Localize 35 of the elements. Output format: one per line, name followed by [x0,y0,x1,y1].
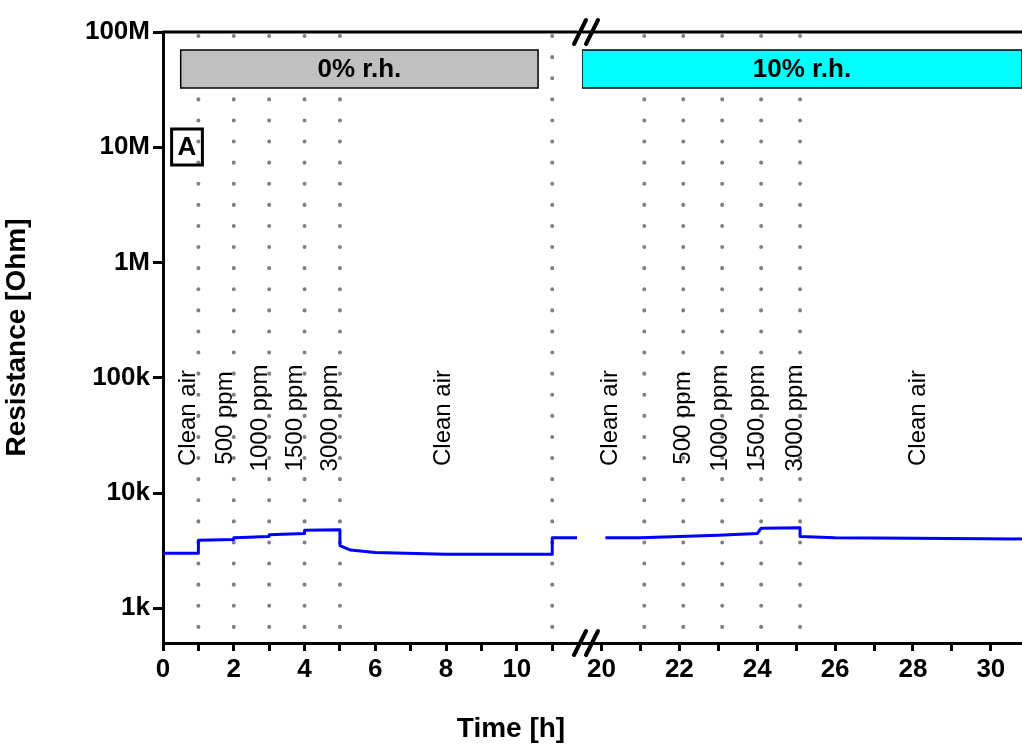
x-tick-label: 20 [587,652,616,683]
x-tick-label: 6 [368,652,383,683]
x-tick-label: 8 [438,652,454,683]
y-tick-label: 1k [121,591,151,622]
x-tick-label: 26 [820,652,850,683]
annotation: 1000 ppm [704,364,732,472]
annotation: 500 ppm [209,371,237,465]
x-axis-title: Time [h] [455,712,567,744]
annotation: Clean air [172,369,200,467]
y-tick-label: 100k [92,360,151,391]
x-tick-label: 30 [976,652,1006,683]
y-tick-label: 10M [99,130,150,161]
y-tick-label: 10k [106,476,151,507]
annotation: 1000 ppm [244,364,272,472]
y-axis-title: Resistance [Ohm] [0,218,31,457]
band-label: 10% r.h. [752,53,852,84]
annotation: 500 ppm [667,371,695,465]
y-tick-label: 1M [113,245,150,276]
annotation: Clean air [427,369,455,467]
band-label: 0% r.h. [317,53,402,84]
x-tick-label: 2 [226,652,241,683]
annotation: 1500 ppm [279,364,307,472]
x-tick-label: 28 [898,652,928,683]
x-tick-label: 24 [742,652,773,683]
annotation: A [177,131,197,162]
annotation: 1500 ppm [741,364,769,472]
y-tick-label: 100M [84,15,150,46]
annotation: 3000 ppm [779,364,807,472]
x-tick-label: 0 [155,652,171,683]
x-tick-label: 4 [297,652,313,683]
annotation: 3000 ppm [314,364,342,472]
annotation: Clean air [902,369,930,467]
x-tick-label: 10 [502,652,532,683]
annotation: Clean air [594,369,622,467]
x-tick-label: 22 [664,652,694,683]
